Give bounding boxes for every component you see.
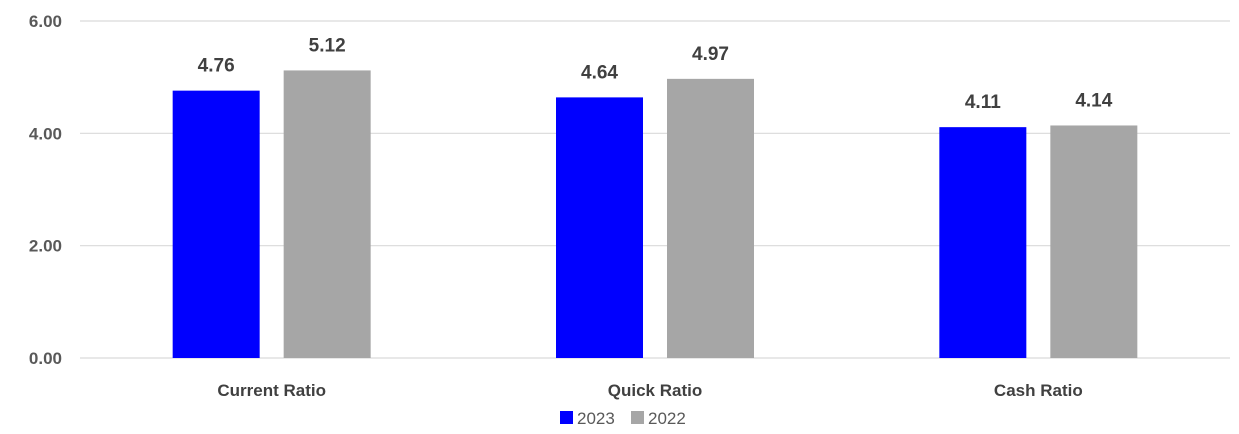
- bar-2023-current-ratio: [172, 90, 260, 358]
- y-axis: 0.00 2.00 4.00 6.00: [29, 12, 62, 368]
- data-label: 4.97: [692, 44, 729, 65]
- gridlines: [80, 20, 1230, 359]
- bars: [172, 70, 1138, 359]
- bar-2022-current-ratio: [283, 70, 371, 358]
- bar-2023-cash-ratio: [939, 127, 1027, 358]
- legend-label: 2023: [577, 409, 615, 428]
- bar-2022-cash-ratio: [1050, 125, 1138, 358]
- y-tick-label: 0.00: [29, 349, 62, 368]
- y-tick-label: 2.00: [29, 237, 62, 256]
- y-tick-label: 6.00: [29, 12, 62, 31]
- data-labels: 4.76 5.12 4.64 4.97 4.11 4.14: [198, 35, 1113, 113]
- data-label: 5.12: [309, 35, 346, 56]
- legend-swatch-2022: [631, 411, 644, 424]
- legend-swatch-2023: [560, 411, 573, 424]
- legend-label: 2022: [648, 409, 686, 428]
- x-category-label: Quick Ratio: [608, 381, 702, 400]
- y-tick-label: 4.00: [29, 124, 62, 143]
- bar-2023-quick-ratio: [556, 97, 643, 359]
- legend: 2023 2022: [560, 409, 686, 428]
- data-label: 4.14: [1075, 90, 1112, 111]
- data-label: 4.11: [965, 92, 1001, 113]
- bar-2022-quick-ratio: [667, 78, 754, 358]
- x-axis: Current Ratio Quick Ratio Cash Ratio: [217, 381, 1082, 400]
- x-category-label: Current Ratio: [217, 381, 326, 400]
- data-label: 4.76: [198, 56, 235, 77]
- data-label: 4.64: [581, 62, 618, 83]
- x-category-label: Cash Ratio: [994, 381, 1083, 400]
